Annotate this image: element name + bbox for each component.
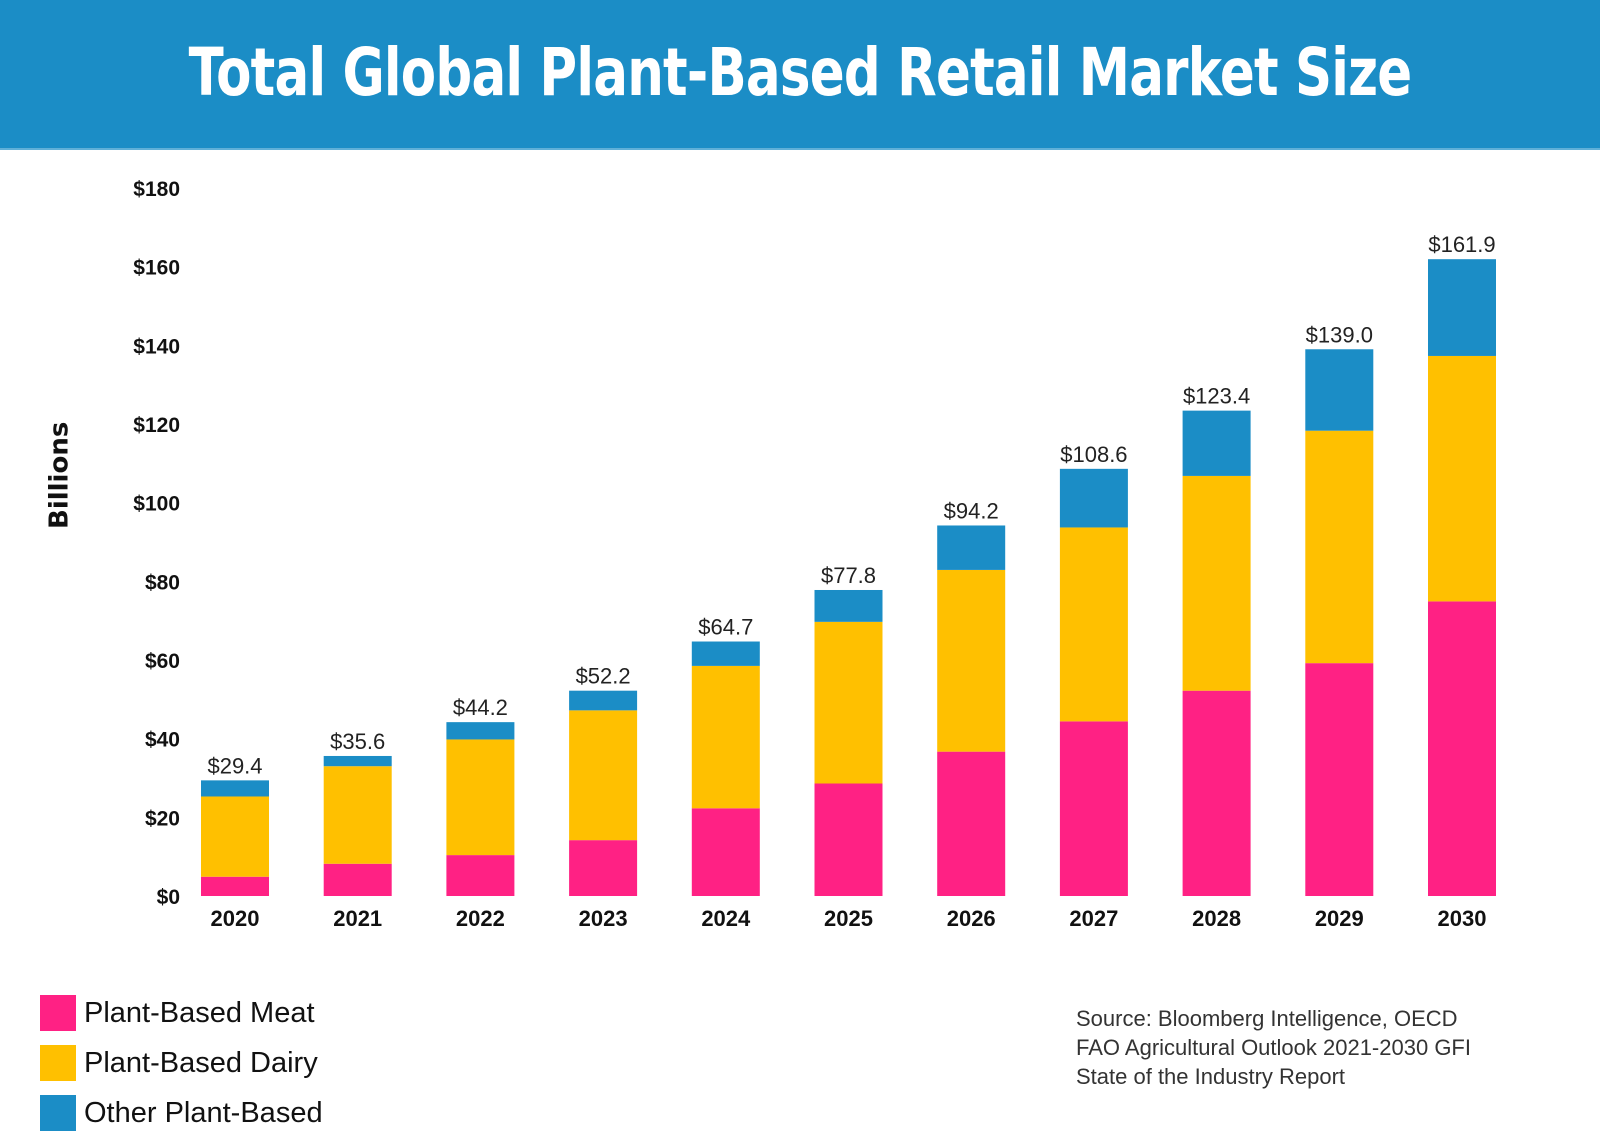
y-tick-label: $0 xyxy=(157,886,180,909)
legend-item-other: Other Plant-Based xyxy=(40,1088,323,1138)
total-label: $123.4 xyxy=(1183,384,1250,409)
bar-segment-dairy xyxy=(201,796,269,877)
bar-segment-other xyxy=(814,589,883,622)
bar-segment-dairy xyxy=(323,766,392,864)
bar-segment-meat xyxy=(1182,690,1251,896)
y-tick-label: $100 xyxy=(133,493,180,516)
bar-segment-dairy xyxy=(814,621,883,784)
x-tick-label: 2020 xyxy=(211,906,260,931)
x-tick-label: 2029 xyxy=(1315,906,1364,931)
bar-segment-meat xyxy=(814,783,883,896)
total-labels: $29.4 $35.6 $44.2 $52.2 $64.7 $77.8 $94.2 $108.… xyxy=(207,232,1495,778)
bar-segment-meat xyxy=(323,863,392,896)
legend-item-dairy: Plant-Based Dairy xyxy=(40,1038,323,1088)
swatch-dairy xyxy=(40,1045,76,1081)
bar-segment-other xyxy=(691,641,760,666)
bar-segment-dairy xyxy=(937,569,1006,752)
total-label: $29.4 xyxy=(207,753,262,778)
bar-segment-meat xyxy=(201,876,269,896)
bar-segment-other xyxy=(1305,349,1374,431)
bar-segment-dairy xyxy=(1182,475,1251,691)
y-tick-label: $80 xyxy=(145,571,180,594)
bar-segment-other xyxy=(446,722,515,740)
total-label: $94.2 xyxy=(944,498,999,523)
bar-segment-other xyxy=(323,755,392,767)
legend-label: Plant-Based Dairy xyxy=(84,1046,318,1079)
bar-segment-other xyxy=(1428,259,1496,356)
source-note: Source: Bloomberg Intelligence, OECD FAO… xyxy=(1076,1004,1536,1091)
bar-segment-dairy xyxy=(1059,527,1128,722)
x-tick-label: 2022 xyxy=(456,906,505,931)
y-axis-label: Billions xyxy=(44,422,74,529)
y-tick-label: $60 xyxy=(145,650,180,673)
total-label: $44.2 xyxy=(453,695,508,720)
total-label: $52.2 xyxy=(576,664,631,689)
bar-segment-meat xyxy=(1059,721,1128,896)
bar-segment-meat xyxy=(446,855,515,896)
x-tick-label: 2030 xyxy=(1438,906,1487,931)
bar-segment-dairy xyxy=(569,710,638,841)
bar-segment-other xyxy=(569,690,638,711)
legend-label: Other Plant-Based xyxy=(84,1096,323,1129)
bars xyxy=(201,259,1496,896)
x-tick-label: 2028 xyxy=(1192,906,1241,931)
bar-segment-dairy xyxy=(1305,430,1374,664)
legend-label: Plant-Based Meat xyxy=(84,996,315,1029)
y-tick-label: $40 xyxy=(145,729,180,752)
source-line: Source: Bloomberg Intelligence, OECD xyxy=(1076,1006,1458,1031)
stacked-bar-chart: Billions $0$20$40$60$80$100$120$140$160$… xyxy=(44,178,1496,931)
bar-segment-other xyxy=(1059,468,1128,528)
x-tick-label: 2025 xyxy=(824,906,873,931)
title-banner: Total Global Plant-Based Retail Market S… xyxy=(0,0,1600,150)
bar-segment-other xyxy=(201,780,269,797)
y-axis-ticks: $0 $20 $40 $60 $80 $100 $120 $140 $160 $180 xyxy=(133,178,180,909)
y-tick-label: $20 xyxy=(145,807,180,830)
swatch-other xyxy=(40,1095,76,1131)
y-tick-label: $140 xyxy=(133,335,180,358)
y-tick-label: $120 xyxy=(133,414,180,437)
bar-segment-meat xyxy=(1428,601,1496,896)
y-tick-label: $160 xyxy=(133,257,180,280)
total-label: $64.7 xyxy=(698,615,753,640)
x-axis-ticks: 2020 2021 2022 2023 2024 2025 2026 2027 2028 2029… xyxy=(211,906,1487,931)
total-label: $161.9 xyxy=(1428,232,1495,257)
total-label: $77.8 xyxy=(821,563,876,588)
x-tick-label: 2021 xyxy=(333,906,382,931)
total-label: $35.6 xyxy=(330,729,385,754)
chart-title: Total Global Plant-Based Retail Market S… xyxy=(188,34,1413,111)
bar-segment-meat xyxy=(569,840,638,896)
bar-segment-dairy xyxy=(446,739,515,856)
bar-segment-meat xyxy=(1305,663,1374,896)
x-tick-label: 2026 xyxy=(947,906,996,931)
bar-segment-meat xyxy=(937,751,1006,896)
swatch-meat xyxy=(40,995,76,1031)
x-tick-label: 2027 xyxy=(1069,906,1118,931)
x-tick-label: 2023 xyxy=(579,906,628,931)
legend: Plant-Based Meat Plant-Based Dairy Other… xyxy=(40,988,323,1138)
bar-segment-other xyxy=(937,525,1006,570)
source-line: State of the Industry Report xyxy=(1076,1064,1346,1089)
bar-segment-meat xyxy=(691,808,760,896)
source-line: FAO Agricultural Outlook 2021-2030 GFI xyxy=(1076,1035,1471,1060)
x-tick-label: 2024 xyxy=(701,906,751,931)
total-label: $139.0 xyxy=(1306,322,1373,347)
y-tick-label: $180 xyxy=(133,178,180,201)
bar-segment-dairy xyxy=(1428,355,1496,602)
bar-segment-dairy xyxy=(691,665,760,809)
bar-segment-other xyxy=(1182,410,1251,476)
total-label: $108.6 xyxy=(1060,442,1127,467)
legend-item-meat: Plant-Based Meat xyxy=(40,988,323,1038)
